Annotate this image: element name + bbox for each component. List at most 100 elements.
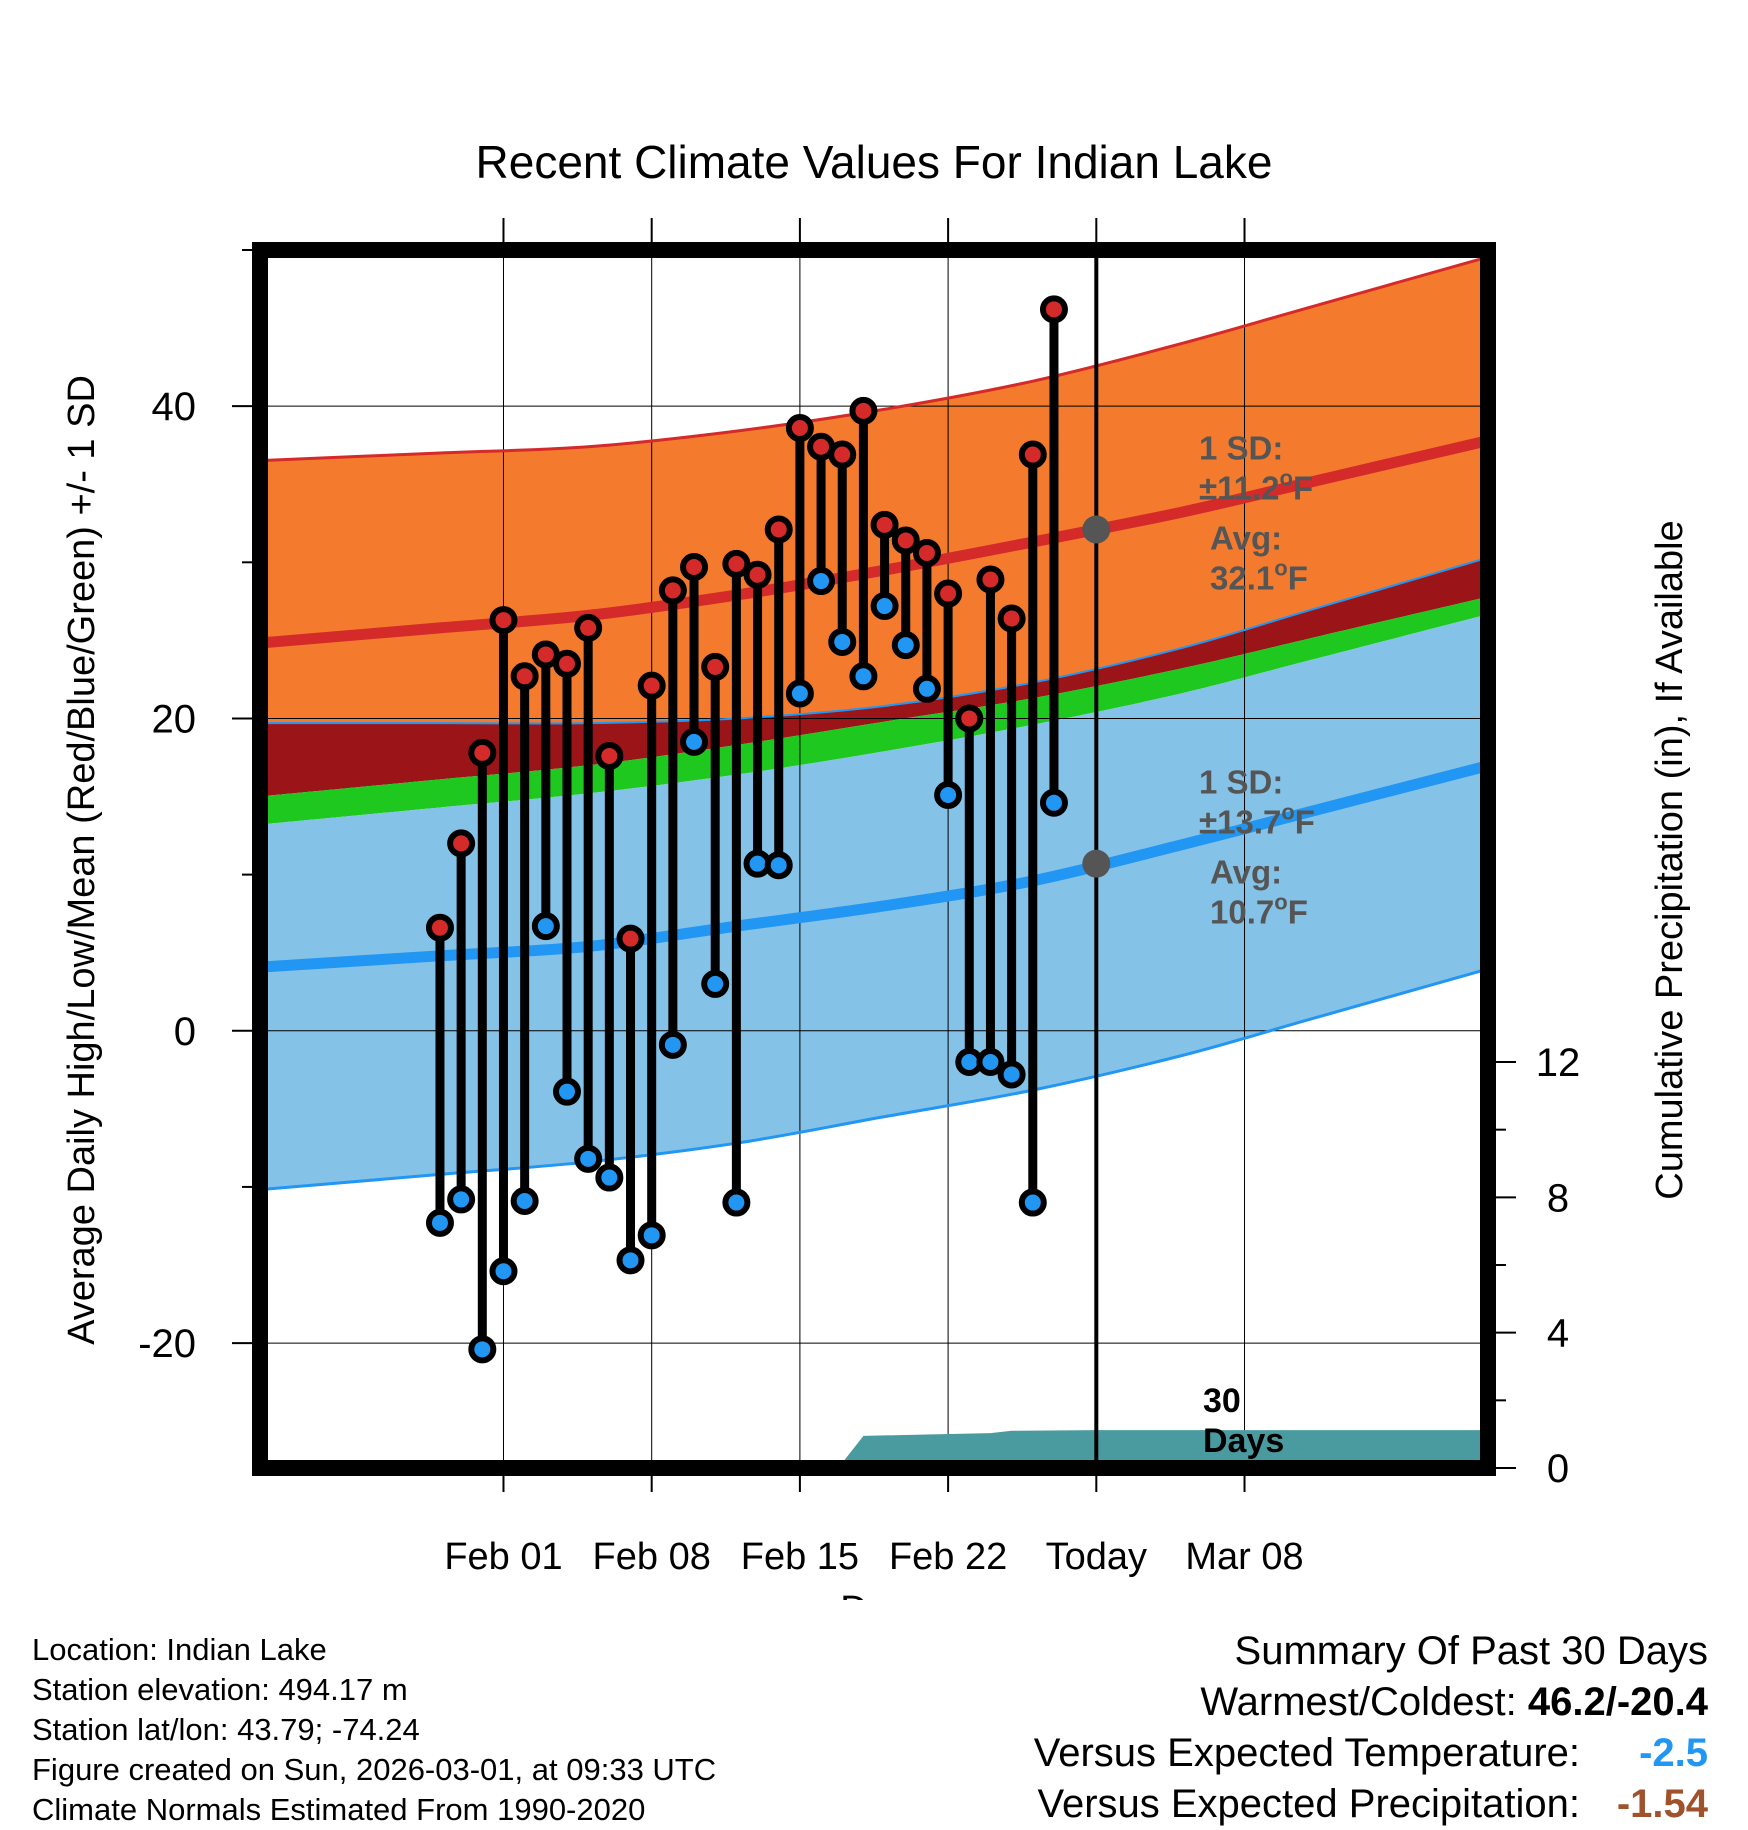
high-point	[849, 396, 878, 425]
warmest-value: 46.2/-20.4	[1527, 1680, 1708, 1724]
daily-range-stems	[435, 309, 1059, 1350]
climate-chart: Recent Climate Values For Indian Lake 1 …	[61, 136, 1691, 1600]
high-point	[955, 704, 984, 733]
low-normal-dot	[1082, 849, 1111, 878]
low-point	[870, 592, 899, 621]
high-sd-label: 1 SD:	[1199, 430, 1283, 467]
precip-fill	[630, 1430, 1488, 1468]
low-point	[553, 1077, 581, 1106]
low-point	[785, 679, 814, 708]
low-point	[934, 780, 963, 809]
created-text: Figure created on Sun, 2026-03-01, at 09…	[32, 1752, 717, 1787]
low-point	[849, 662, 878, 691]
low-point	[510, 1186, 539, 1215]
y-tick-label: 40	[152, 385, 197, 429]
low-point	[680, 727, 709, 756]
high-avg-label: Avg:	[1210, 520, 1282, 557]
low-point	[658, 1030, 687, 1059]
y2-tick-label: 8	[1547, 1176, 1569, 1220]
low-point	[807, 567, 836, 596]
temp-anomaly-label: Versus Expected Temperature:	[1033, 1731, 1580, 1775]
low-point	[891, 631, 920, 660]
low-point	[976, 1048, 1005, 1076]
precipitation-area	[630, 1430, 1488, 1468]
high-point	[701, 652, 730, 681]
high-point	[997, 604, 1026, 633]
y-axis-left: -20 0 20 40	[138, 249, 252, 1366]
high-point	[722, 549, 751, 578]
low-point	[574, 1144, 603, 1173]
high-point	[595, 741, 624, 770]
high-point	[828, 440, 857, 469]
daily-points	[425, 295, 1068, 1364]
high-point	[447, 829, 476, 858]
temp-anomaly-value: -2.5	[1639, 1731, 1708, 1775]
x-axis: Feb 01 Feb 08 Feb 15 Feb 22 Today Mar 08	[444, 218, 1304, 1578]
high-lower-line	[260, 556, 1488, 725]
chart-title: Recent Climate Values For Indian Lake	[476, 136, 1273, 188]
precip-anomaly-value: -1.54	[1616, 1782, 1708, 1826]
elevation-text: Station elevation: 494.17 m	[32, 1672, 408, 1707]
high-point	[912, 538, 941, 567]
station-info: Location: Indian Lake Station elevation:…	[32, 1630, 716, 1830]
low-point	[1039, 788, 1068, 817]
high-point	[468, 738, 497, 767]
high-upper-line	[260, 255, 1488, 463]
mean-band	[260, 596, 1488, 825]
x-tick-label: Feb 01	[444, 1536, 562, 1578]
low-point	[1018, 1188, 1047, 1217]
window-label-number: 30	[1203, 1382, 1241, 1420]
summary-title: Summary Of Past 30 Days	[1234, 1629, 1708, 1673]
x-tick-label: Today	[1046, 1536, 1147, 1578]
high-point	[658, 576, 687, 605]
latlon-text: Station lat/lon: 43.79; -74.24	[32, 1712, 420, 1747]
summary-temp-row: Versus Expected Temperature: -2.5	[1034, 1728, 1708, 1779]
high-normal-dot	[1082, 515, 1111, 544]
low-point	[616, 1246, 645, 1275]
location-text: Location: Indian Lake	[32, 1632, 327, 1667]
high-point	[553, 649, 581, 678]
low-sd-value: ±13.7oF	[1199, 800, 1315, 841]
high-point	[743, 560, 772, 589]
y-axis-label: Average Daily High/Low/Mean (Red/Blue/Gr…	[61, 375, 103, 1345]
high-point	[1039, 295, 1068, 324]
high-point	[425, 913, 454, 942]
high-point	[934, 579, 963, 608]
low-point	[701, 969, 730, 998]
warmest-label: Warmest/Coldest:	[1200, 1680, 1517, 1724]
high-point	[489, 606, 518, 635]
low-point	[764, 851, 793, 880]
plot-frame	[252, 242, 1496, 1476]
low-point	[595, 1163, 624, 1192]
high-point	[976, 565, 1005, 594]
high-point	[574, 613, 603, 642]
high-point	[680, 552, 709, 581]
low-point	[447, 1185, 476, 1214]
normals-text: Climate Normals Estimated From 1990-2020	[32, 1792, 646, 1827]
summary-panel: Summary Of Past 30 Days Warmest/Coldest:…	[1034, 1626, 1708, 1830]
y2-axis-label: Cumulative Precipitation (in), If Availa…	[1649, 520, 1691, 1199]
x-tick-label: Mar 08	[1185, 1536, 1303, 1578]
y-axis-right: 0 4 8 12	[1496, 1041, 1580, 1491]
low-point	[468, 1335, 497, 1364]
y-tick-label: 0	[174, 1010, 196, 1054]
low-sd-label: 1 SD:	[1199, 764, 1283, 801]
high-point	[637, 671, 666, 700]
high-sd-band	[260, 256, 1488, 724]
high-point	[616, 924, 645, 953]
y2-tick-label: 4	[1547, 1312, 1569, 1356]
window-label-days: Days	[1203, 1422, 1284, 1460]
precip-anomaly-label: Versus Expected Precipitation:	[1037, 1782, 1580, 1826]
low-point	[489, 1257, 518, 1286]
x-tick-label: Feb 08	[593, 1536, 711, 1578]
x-tick-label: Feb 15	[741, 1536, 859, 1578]
low-point	[722, 1188, 751, 1217]
high-sd-value: ±11.2oF	[1199, 466, 1313, 507]
y-tick-label: 20	[152, 697, 197, 741]
low-point	[828, 627, 857, 656]
high-point	[1018, 440, 1047, 469]
y2-tick-label: 0	[1547, 1447, 1569, 1491]
high-point	[870, 510, 899, 539]
y2-tick-label: 12	[1536, 1041, 1581, 1085]
